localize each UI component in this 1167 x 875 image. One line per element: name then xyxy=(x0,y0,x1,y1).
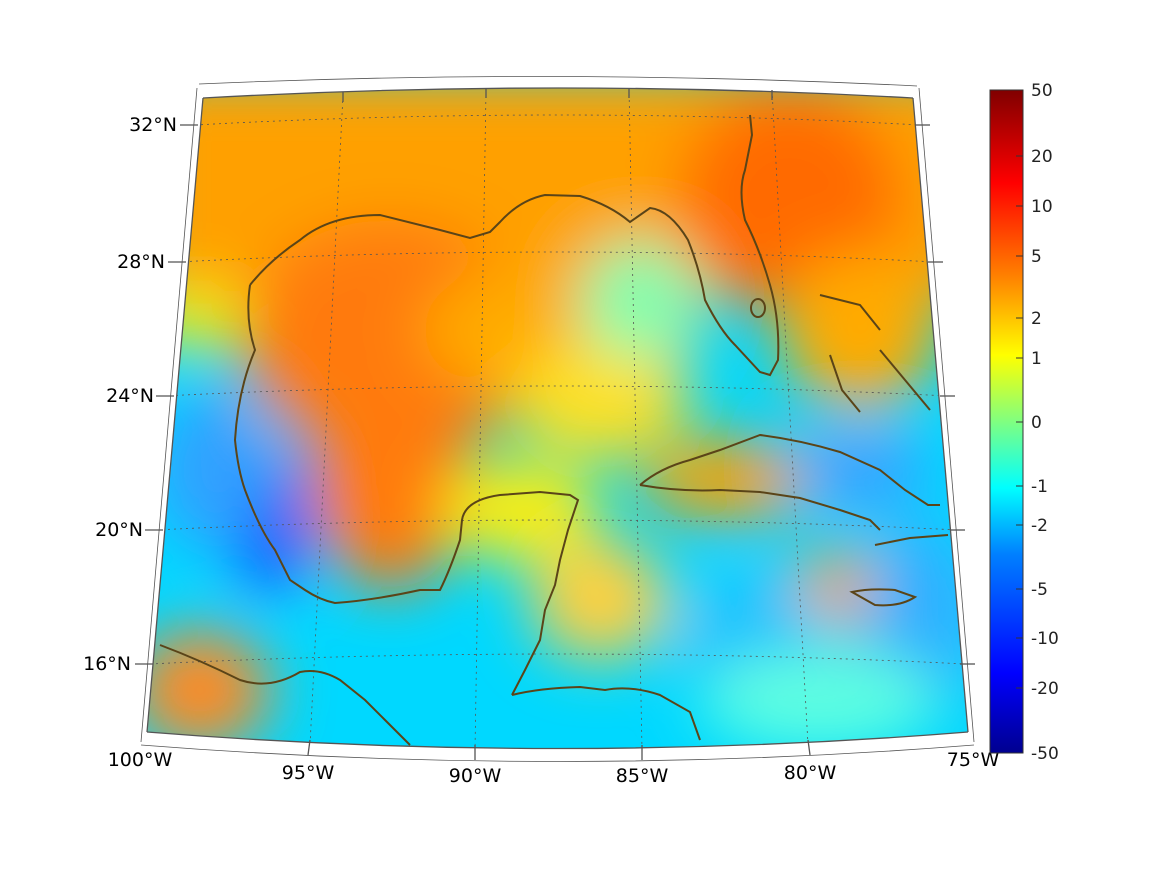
lat-label: 28°N xyxy=(117,251,165,273)
colorbar-ticks xyxy=(1016,155,1023,689)
colorbar-tick-label: -50 xyxy=(1031,744,1059,764)
lat-label: 32°N xyxy=(129,114,177,136)
lon-label: 95°W xyxy=(282,762,335,784)
colorbar-tick-label: 20 xyxy=(1031,147,1053,167)
colorbar-tick-label: -20 xyxy=(1031,679,1059,699)
lon-label: 75°W xyxy=(947,749,1000,771)
lat-label: 20°N xyxy=(95,519,143,541)
latitude-labels: 32°N 28°N 24°N 20°N 16°N xyxy=(83,114,177,675)
colorbar-tick-label: 0 xyxy=(1031,413,1042,433)
coastlines xyxy=(159,114,949,746)
colorbar-tick-label: -2 xyxy=(1031,516,1048,536)
colorbar-tick-label: 50 xyxy=(1031,81,1053,101)
graticule xyxy=(149,88,967,749)
colorbar-tick-label: -10 xyxy=(1031,629,1059,649)
lon-label: 90°W xyxy=(449,765,502,787)
colorbar-tick-label: 2 xyxy=(1031,309,1042,329)
colorbar-tick-label: -5 xyxy=(1031,580,1048,600)
colorbar: 50 20 10 5 2 1 0 -1 -2 -5 -10 -20 -50 xyxy=(989,81,1059,764)
lon-label: 85°W xyxy=(616,765,669,787)
lon-label: 80°W xyxy=(784,762,837,784)
map-frame xyxy=(135,76,975,762)
colorbar-tick-label: 1 xyxy=(1031,349,1042,369)
longitude-labels: 100°W 95°W 90°W 85°W 80°W 75°W xyxy=(108,749,1000,787)
lat-label: 24°N xyxy=(106,385,154,407)
lon-label: 100°W xyxy=(108,749,173,771)
colorbar-tick-label: -1 xyxy=(1031,477,1048,497)
lat-label: 16°N xyxy=(83,653,131,675)
colorbar-tick-label: 10 xyxy=(1031,197,1053,217)
data-field xyxy=(147,88,968,749)
colorbar-tick-label: 5 xyxy=(1031,247,1042,267)
